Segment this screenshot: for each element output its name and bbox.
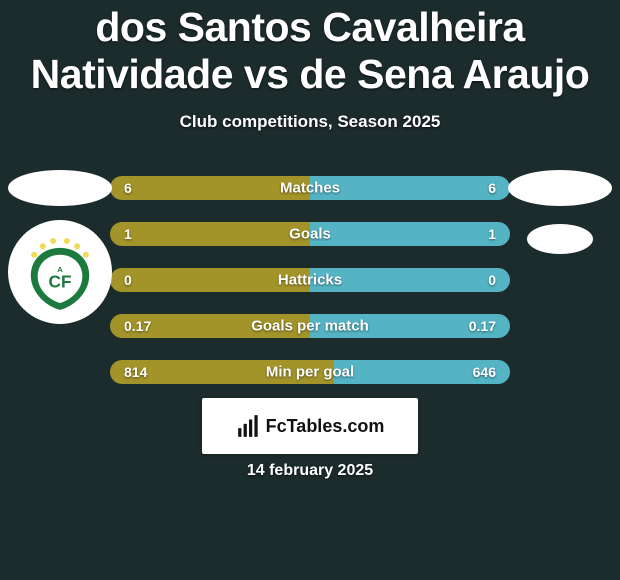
stat-value-right: 646: [473, 364, 496, 380]
chart-icon: [236, 413, 262, 439]
player-silhouette-left: [8, 170, 112, 206]
avatar-row: A CF: [0, 170, 620, 324]
brand-label: FcTables.com: [266, 416, 385, 437]
chapecoense-crest-icon: A CF: [17, 229, 103, 315]
stat-value-left: 814: [124, 364, 147, 380]
stat-bar: 814 646 Min per goal: [110, 360, 510, 384]
player-silhouette-right: [508, 170, 612, 206]
brand-box: FcTables.com: [202, 398, 418, 454]
club-logo-right-placeholder: [527, 224, 593, 254]
content: dos Santos Cavalheira Natividade vs de S…: [0, 0, 620, 580]
stat-label: Min per goal: [266, 364, 354, 381]
page-title: dos Santos Cavalheira Natividade vs de S…: [0, 0, 620, 98]
svg-text:CF: CF: [49, 271, 72, 291]
avatar-group-right: [508, 170, 612, 324]
date-label: 14 february 2025: [247, 462, 373, 480]
club-logo-left: A CF: [8, 220, 112, 324]
avatar-group-left: A CF: [8, 170, 112, 324]
subtitle: Club competitions, Season 2025: [0, 112, 620, 132]
